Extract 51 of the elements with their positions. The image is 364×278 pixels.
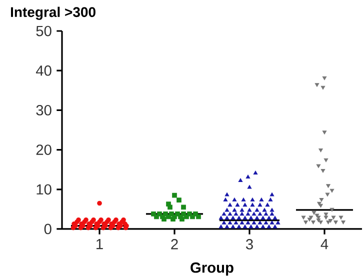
x-tick-label: 2 xyxy=(171,239,178,250)
x-tick-label: 4 xyxy=(320,239,328,250)
point xyxy=(324,216,328,220)
y-tick-label: 30 xyxy=(36,105,52,116)
point xyxy=(330,208,334,212)
point xyxy=(314,83,320,87)
point xyxy=(316,218,321,222)
point xyxy=(325,192,330,197)
point xyxy=(170,216,176,222)
y-tick-label: 50 xyxy=(36,26,52,36)
point xyxy=(328,218,333,223)
point xyxy=(320,169,326,173)
point xyxy=(324,158,328,162)
point xyxy=(154,214,159,220)
point xyxy=(316,164,321,168)
point xyxy=(319,198,324,202)
point xyxy=(304,220,308,224)
point xyxy=(97,200,102,206)
point xyxy=(166,202,171,206)
point xyxy=(162,216,166,222)
point xyxy=(301,216,306,220)
y-tick-label: 20 xyxy=(36,144,52,155)
point xyxy=(196,214,201,220)
point xyxy=(176,198,182,202)
y-tick-label: 10 xyxy=(36,184,52,195)
point xyxy=(334,220,338,224)
x-axis-title: Group xyxy=(190,262,234,276)
point xyxy=(172,192,177,198)
point xyxy=(190,214,195,220)
point xyxy=(322,130,327,134)
point xyxy=(341,220,346,224)
point xyxy=(318,148,323,152)
point xyxy=(180,216,184,222)
point xyxy=(330,188,334,193)
point xyxy=(326,184,330,188)
point xyxy=(318,220,323,224)
x-tick-label: 1 xyxy=(96,239,103,250)
point xyxy=(312,211,316,215)
y-tick-label: 0 xyxy=(44,224,52,234)
point xyxy=(181,204,186,210)
x-tick-label: 3 xyxy=(246,239,253,250)
point xyxy=(184,214,189,220)
y-axis-title: Integral >300 xyxy=(10,6,96,20)
point xyxy=(324,212,328,216)
point xyxy=(322,76,327,80)
point xyxy=(320,86,326,90)
point xyxy=(331,216,336,220)
point xyxy=(311,220,316,224)
y-tick-label: 40 xyxy=(36,65,52,76)
point xyxy=(326,220,330,224)
point xyxy=(338,216,344,220)
